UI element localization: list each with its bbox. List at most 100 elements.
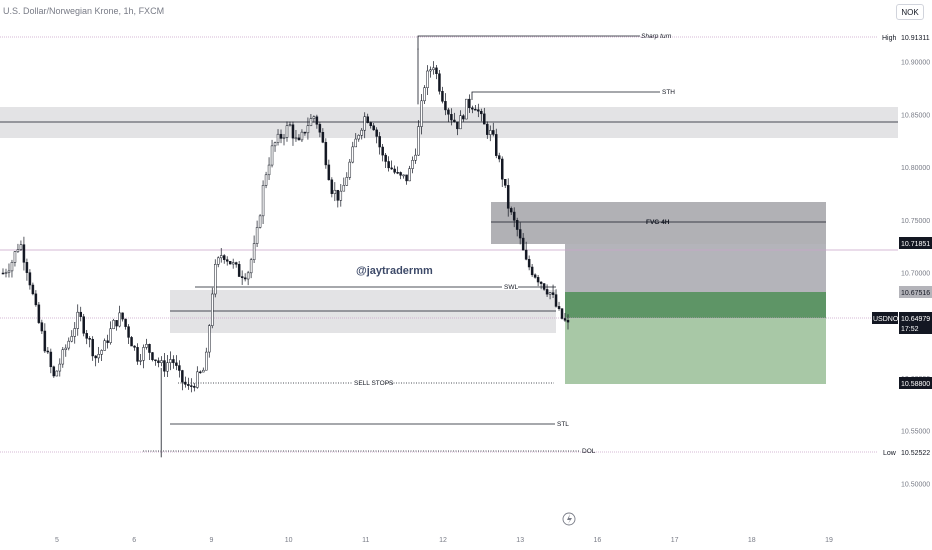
candle-body [551, 292, 555, 295]
candle-body [393, 168, 396, 173]
y-tick-label: 10.80000 [901, 165, 930, 172]
candle-body [300, 131, 304, 141]
lightning-icon[interactable] [562, 512, 576, 526]
y-tick-label: 10.85000 [901, 112, 930, 119]
level-3-badge [899, 377, 932, 389]
candle-body [447, 109, 450, 115]
candle-body [175, 362, 178, 366]
candle-body [360, 129, 363, 136]
candle-body [181, 370, 184, 383]
chart-title: U.S. Dollar/Norwegian Krone, 1h, FXCM [3, 6, 164, 16]
candle-body [70, 336, 74, 342]
candle-body [429, 69, 432, 72]
candle-body [160, 360, 163, 363]
symbol-badge-label: USDNOK [873, 316, 903, 323]
candle-body [411, 160, 414, 169]
candle-body [73, 328, 76, 337]
candle-body [139, 360, 142, 362]
candlestick-series [1, 48, 570, 458]
candle-body [515, 220, 519, 230]
candle-body [288, 124, 292, 127]
candle-body [492, 130, 495, 135]
candle-body [213, 264, 217, 295]
candle-body [202, 369, 205, 373]
candle-body [97, 354, 100, 359]
high-badge-label: High [882, 35, 897, 42]
candle-body [318, 124, 322, 133]
level-2-badge [899, 286, 932, 298]
candle-body [46, 350, 50, 353]
candle-body [557, 306, 561, 309]
candle-body [222, 255, 226, 260]
candle-body [483, 113, 486, 125]
candle-body [279, 133, 283, 139]
candle-body [148, 344, 151, 353]
candle-body [16, 249, 20, 252]
candle-body [79, 311, 82, 317]
candle-body [453, 119, 456, 123]
candle-body [396, 172, 399, 174]
x-tick-label: 6 [132, 537, 136, 544]
x-tick-label: 13 [516, 537, 524, 544]
candle-body [40, 322, 44, 332]
candle-body [67, 340, 71, 349]
candle-body [456, 121, 459, 130]
x-tick-label: 10 [285, 537, 293, 544]
candle-body [85, 333, 88, 339]
candle-body [178, 365, 181, 371]
currency-button[interactable]: NOK [896, 4, 924, 20]
candle-body [124, 318, 127, 327]
candle-body [255, 227, 259, 244]
candle-body [22, 244, 26, 263]
candle-body [315, 116, 319, 125]
candle-body [37, 304, 41, 323]
candle-body [1, 272, 5, 275]
candle-body [13, 251, 17, 263]
candle-body [261, 185, 265, 217]
candle-body [500, 158, 504, 180]
candle-body [324, 142, 328, 166]
candle-body [387, 161, 390, 169]
swl-label: SWL [504, 284, 518, 291]
candle-body [264, 174, 268, 186]
candle-body [521, 237, 525, 251]
candle-body [7, 270, 11, 273]
sharp-turn-label: Sharp turn [641, 33, 672, 40]
candle-body [560, 308, 564, 319]
candle-body [542, 283, 546, 290]
candle-body [503, 179, 507, 186]
candle-body [420, 100, 423, 127]
candle-body [450, 114, 453, 121]
candle-body [554, 294, 558, 307]
candle-body [243, 277, 247, 280]
candle-body [249, 259, 253, 274]
candle-body [369, 122, 372, 127]
candle-body [309, 118, 313, 126]
x-tick-label: 12 [439, 537, 447, 544]
candle-body [43, 330, 47, 352]
countdown-value: 17:52 [901, 326, 919, 333]
candle-body [169, 359, 172, 363]
candle-body [252, 243, 256, 261]
y-tick-label: 10.55000 [901, 429, 930, 436]
candle-body [357, 135, 360, 140]
candle-body [363, 116, 366, 131]
level-1-badge [899, 237, 932, 249]
candle-body [118, 312, 121, 327]
candle-body [196, 371, 199, 388]
candle-body [339, 190, 343, 201]
high-badge-value: 10.91311 [901, 35, 930, 42]
candle-body [297, 137, 301, 141]
candle-body [327, 164, 331, 181]
time-axis: 5 6 9 10 11 12 13 16 17 18 19 [55, 537, 833, 544]
candle-body [378, 136, 381, 148]
candle-body [145, 344, 148, 348]
candle-body [486, 123, 489, 135]
candle-body [495, 134, 498, 156]
candle-body [518, 229, 522, 239]
candle-body [109, 328, 112, 343]
candle-body [267, 164, 271, 176]
candle-body [509, 208, 513, 213]
sth-label: STH [662, 89, 675, 96]
